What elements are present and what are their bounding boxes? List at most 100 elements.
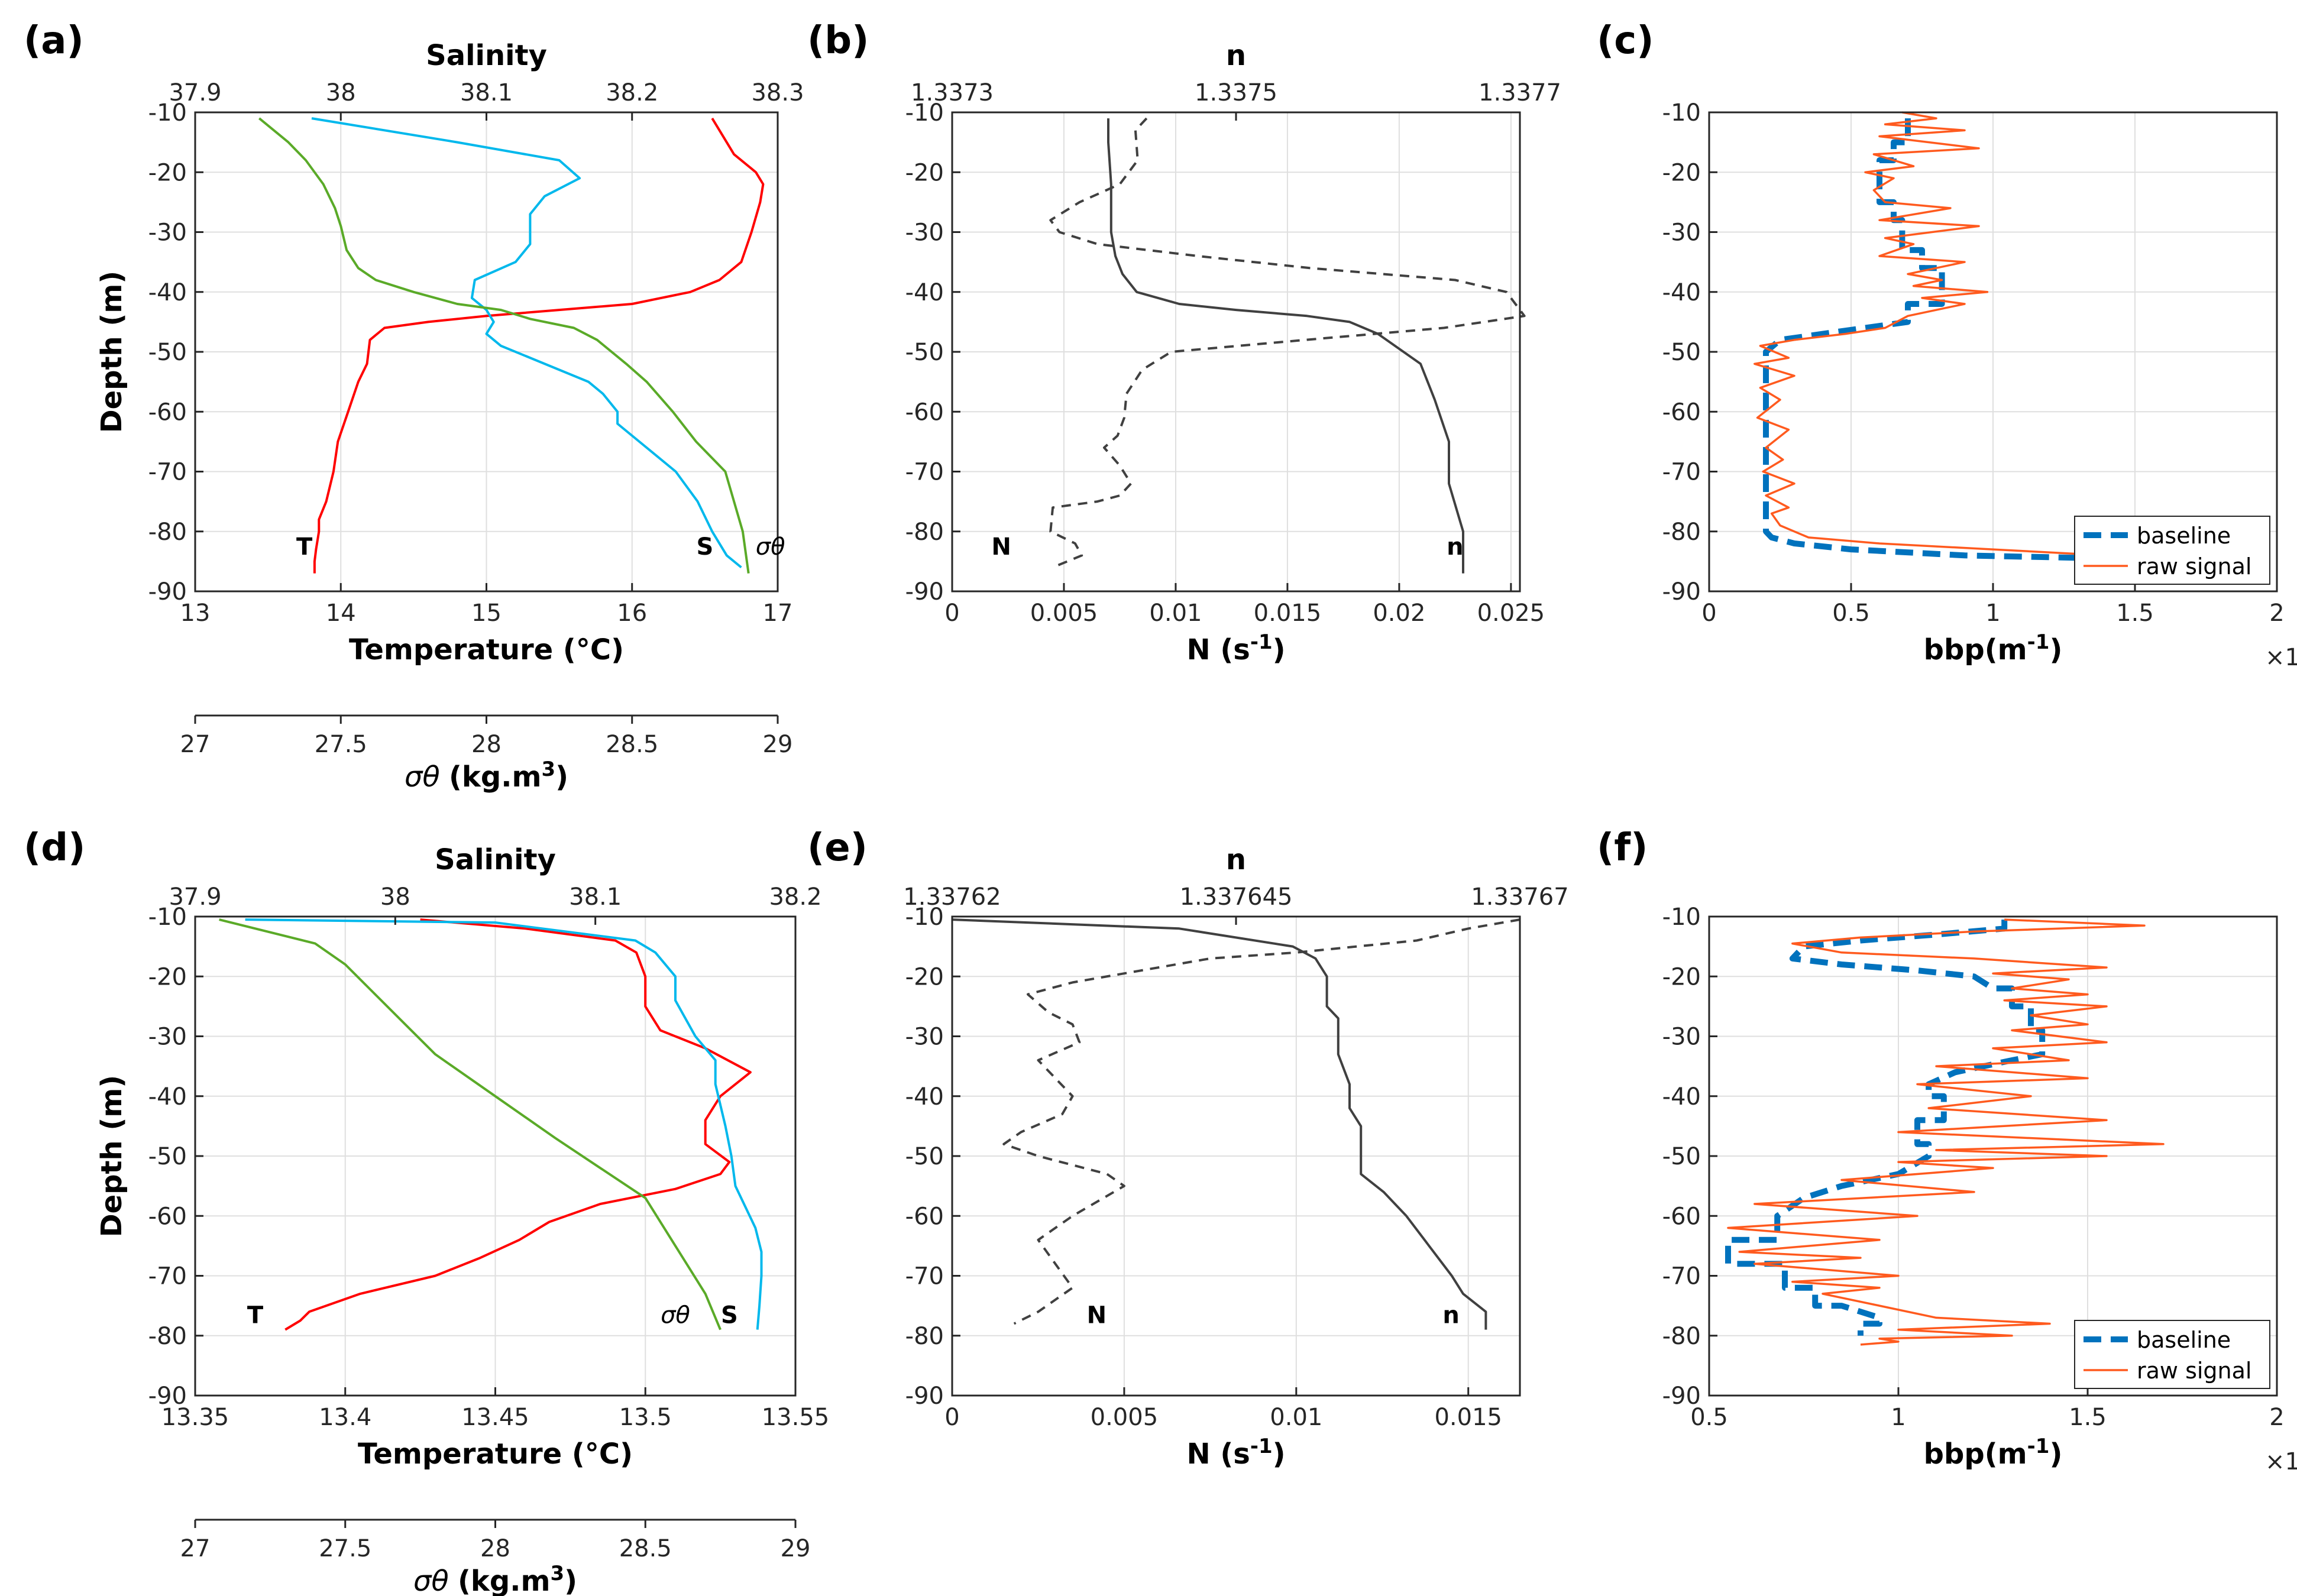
- x2-tick-label: 38.1: [460, 79, 513, 106]
- y-tick-label: -60: [148, 399, 187, 426]
- series-line-n: [952, 918, 1487, 1330]
- series-group: [1049, 117, 1526, 574]
- x2-axis-label: n: [1226, 843, 1246, 876]
- x2-axis-label: Salinity: [426, 39, 547, 72]
- gridlines: [195, 916, 796, 1396]
- y-tick-label: -60: [1662, 1203, 1701, 1230]
- legend: baseline raw signal: [2074, 516, 2270, 585]
- y-tick-label: -30: [1662, 219, 1701, 247]
- y-tick-label: -20: [148, 159, 187, 186]
- series-line-S: [311, 117, 742, 569]
- x-axis-label: Temperature (°C): [349, 633, 624, 666]
- y-tick-label: -90: [905, 1383, 944, 1410]
- y-tick-label: -70: [1662, 459, 1701, 486]
- x2-tick-label: 38: [326, 79, 356, 106]
- x2-tick-label: 38.3: [751, 79, 804, 106]
- y-tick-label: -40: [1662, 279, 1701, 306]
- y-tick-label: -70: [905, 1263, 944, 1290]
- curve-annotation: n: [1442, 1302, 1459, 1329]
- x-tick-label: 13.5: [619, 1404, 672, 1431]
- series-line-T: [313, 118, 765, 574]
- x-tick-label: 1: [1891, 1404, 1905, 1431]
- x3-axis-label: σθ (kg.m3): [405, 757, 568, 794]
- series-group: [1754, 111, 2226, 569]
- x-tick-label: 0.005: [1091, 1404, 1159, 1431]
- legend-box: [2074, 516, 2270, 585]
- gridlines: [952, 112, 1520, 592]
- y-tick-label: -90: [905, 578, 944, 606]
- series-line-S: [245, 918, 763, 1330]
- legend-box: [2074, 1320, 2270, 1389]
- x3-tick-label: 27: [180, 731, 211, 758]
- x-tick-label: 16: [617, 600, 647, 627]
- x-multiplier: ×10-3: [2265, 1443, 2297, 1475]
- y-tick-label: -90: [148, 578, 187, 606]
- legend-label-baseline: baseline: [2137, 523, 2231, 549]
- x-tick-label: 0.5: [1690, 1404, 1728, 1431]
- x3-tick-label: 28.5: [606, 731, 658, 758]
- x-tick-label: 1.5: [2116, 600, 2154, 627]
- curve-annotation: S: [696, 533, 713, 561]
- y-tick-label: -50: [905, 1143, 944, 1170]
- x2-tick-label: 1.3377: [1479, 79, 1561, 106]
- x2-tick-label: 37.9: [169, 79, 221, 106]
- x-tick-label: 0.02: [1373, 600, 1425, 627]
- y-tick-label: -60: [148, 1203, 187, 1230]
- y-tick-label: -50: [905, 339, 944, 366]
- x-tick-label: 2: [2269, 1404, 2284, 1431]
- x-tick-label: 0.01: [1270, 1404, 1322, 1431]
- curve-annotation: S: [721, 1302, 738, 1329]
- y-tick-label: -10: [1662, 904, 1701, 931]
- y-tick-label: -30: [148, 1024, 187, 1051]
- y-tick-label: -70: [905, 459, 944, 486]
- x-tick-label: 0.01: [1149, 600, 1202, 627]
- y-tick-label: -50: [1662, 339, 1701, 366]
- legend-label-baseline: baseline: [2137, 1327, 2231, 1353]
- panel-c: (c) -10 -20 -30 -40 -50 -60 -70 -80 -900 0.5 1 1.5 2 b…: [1597, 19, 2297, 671]
- y-tick-label: -40: [1662, 1083, 1701, 1111]
- x3-tick-label: 28.5: [619, 1535, 672, 1562]
- x3-tick-label: 28: [471, 731, 502, 758]
- x2-tick-label: 1.337645: [1180, 883, 1293, 911]
- x-tick-label: 0.5: [1832, 600, 1870, 627]
- y-tick-label: -10: [1662, 99, 1701, 127]
- y-tick-label: -60: [905, 1203, 944, 1230]
- y-tick-label: -50: [148, 339, 187, 366]
- y-tick-label: -20: [905, 963, 944, 990]
- y-tick-label: -50: [1662, 1143, 1701, 1170]
- x-tick-label: 17: [763, 600, 793, 627]
- x-tick-label: 2: [2269, 600, 2284, 627]
- x-axis-label: N (s-1): [1186, 630, 1285, 666]
- x-tick-label: 1.5: [2069, 1404, 2107, 1431]
- y-tick-label: -70: [148, 459, 187, 486]
- curve-annotation: n: [1447, 533, 1463, 561]
- x-tick-label: 0: [944, 600, 959, 627]
- x-tick-label: 0.005: [1030, 600, 1098, 627]
- curve-annotation: T: [296, 533, 313, 561]
- x3-tick-label: 27.5: [319, 1535, 371, 1562]
- series-group: [952, 918, 1520, 1330]
- y-tick-label: -30: [905, 1024, 944, 1051]
- x-tick-label: 13.55: [762, 1404, 830, 1431]
- panel-e: (e) -10 -20 -30 -40 -50 -60 -70 -80 -900 0.005 0.01…: [807, 826, 1569, 1471]
- y-tick-label: -80: [1662, 1323, 1701, 1350]
- x-tick-label: 0.015: [1434, 1404, 1502, 1431]
- gridlines: [1709, 112, 2277, 592]
- legend-label-raw: raw signal: [2137, 1358, 2251, 1384]
- y-tick-label: -30: [148, 219, 187, 247]
- y-axis-label: Depth (m): [95, 271, 128, 433]
- x-tick-label: 0: [1701, 600, 1716, 627]
- legend-label-raw: raw signal: [2137, 553, 2251, 580]
- x-tick-label: 13.4: [319, 1404, 371, 1431]
- y-tick-label: -40: [148, 1083, 187, 1111]
- y-tick-label: -40: [148, 279, 187, 306]
- x-tick-label: 13.35: [161, 1404, 229, 1431]
- y-tick-label: -80: [905, 519, 944, 546]
- x-axis-label: bbp(m-1): [1924, 630, 2063, 666]
- y-axis-label: Depth (m): [95, 1075, 128, 1237]
- y-tick-label: -90: [148, 1383, 187, 1410]
- y-tick-label: -80: [1662, 519, 1701, 546]
- y-tick-label: -90: [1662, 1383, 1701, 1410]
- x-tick-label: 0: [944, 1404, 959, 1431]
- y-tick-label: -20: [1662, 159, 1701, 186]
